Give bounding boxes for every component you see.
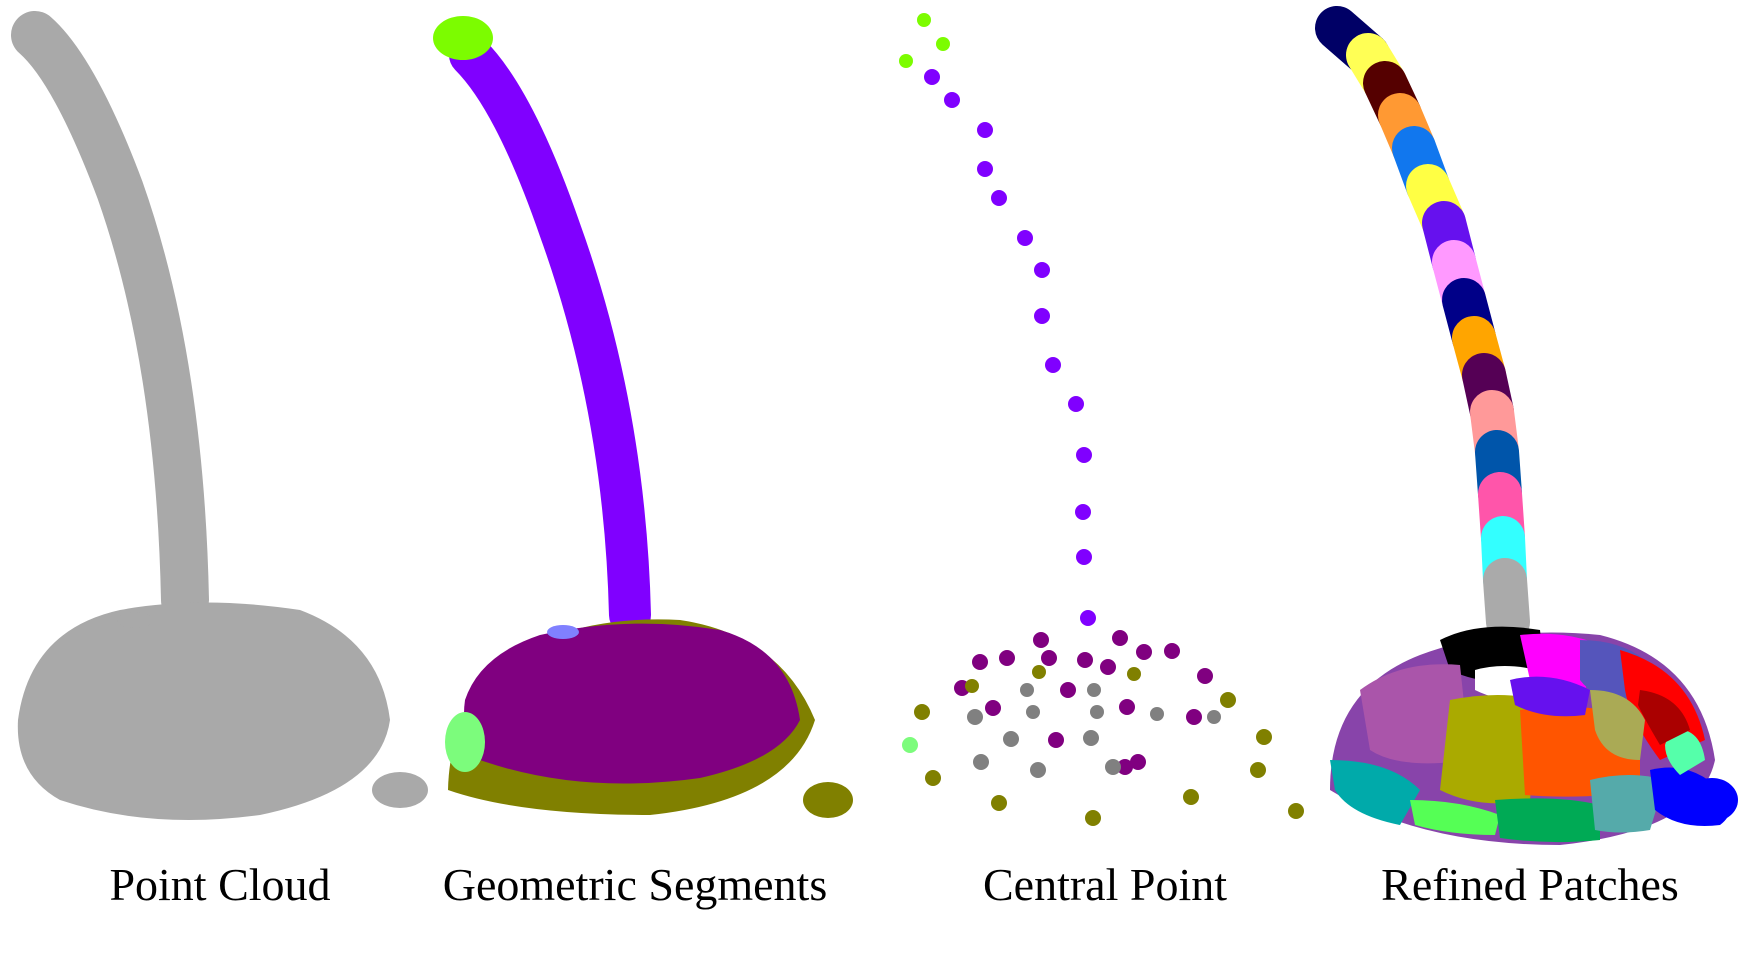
central-point-49 (1026, 705, 1040, 719)
central-point-32 (1186, 709, 1202, 725)
central-point-47 (1020, 683, 1034, 697)
segment-dome (464, 623, 800, 784)
central-point-55 (973, 754, 989, 770)
central-point-21 (1041, 650, 1057, 666)
central-point-58 (1207, 710, 1221, 724)
central-point-12 (1068, 396, 1084, 412)
central-point-46 (1288, 803, 1304, 819)
segment-knob (547, 625, 579, 639)
central-point-31 (1048, 732, 1064, 748)
central-point-14 (1075, 504, 1091, 520)
central-point-13 (1076, 447, 1092, 463)
central-point-44 (991, 795, 1007, 811)
label-point-cloud: Point Cloud (109, 859, 331, 910)
dome-patch-5 (1360, 664, 1470, 764)
central-point-52 (967, 709, 983, 725)
central-point-53 (1003, 731, 1019, 747)
central-point-29 (1119, 699, 1135, 715)
central-point-54 (1083, 730, 1099, 746)
knob-shape (117, 612, 153, 628)
central-point-35 (1032, 665, 1046, 679)
central-point-4 (944, 92, 960, 108)
stem-shape (11, 11, 209, 624)
segment-stem (449, 34, 651, 636)
central-point-38 (914, 704, 930, 720)
spout-shape (372, 772, 428, 808)
central-point-16 (1080, 610, 1096, 626)
dome-patch-8 (1510, 676, 1590, 717)
central-point-45 (1085, 810, 1101, 826)
central-point-36 (1127, 667, 1141, 681)
segment-tip (433, 16, 493, 60)
dome-patch-6 (1440, 695, 1540, 804)
central-point-11 (1045, 357, 1061, 373)
central-point-6 (977, 161, 993, 177)
central-point-22 (1077, 652, 1093, 668)
dome-patch-9 (1330, 760, 1420, 825)
central-point-30 (985, 700, 1001, 716)
central-point-8 (1017, 230, 1033, 246)
central-point-7 (991, 190, 1007, 206)
central-point-19 (972, 654, 988, 670)
refined-patches-panel (1315, 6, 1738, 845)
central-point-17 (1033, 632, 1049, 648)
dome-patch-16 (1590, 690, 1645, 760)
central-point-20 (999, 650, 1015, 666)
central-point-10 (1034, 308, 1050, 324)
central-point-2 (899, 54, 913, 68)
central-point-5 (977, 122, 993, 138)
spout-patch (1686, 778, 1738, 822)
dome-shape (17, 602, 390, 820)
central-point-40 (1256, 729, 1272, 745)
label-geometric-segments: Geometric Segments (442, 859, 828, 910)
central-point-33 (1117, 759, 1133, 775)
central-point-37 (965, 679, 979, 693)
dome-patch-14 (1665, 729, 1705, 775)
central-point-0 (917, 13, 931, 27)
central-point-56 (1030, 762, 1046, 778)
central-point-50 (1090, 705, 1104, 719)
central-point-1 (936, 37, 950, 51)
central-point-25 (1164, 643, 1180, 659)
central-point-3 (924, 69, 940, 85)
central-point-59 (902, 737, 918, 753)
central-point-42 (1250, 762, 1266, 778)
segment-side (445, 712, 485, 772)
geometric-segments-panel (433, 16, 853, 818)
central-point-48 (1087, 683, 1101, 697)
central-point-panel (899, 13, 1304, 826)
central-point-23 (1100, 659, 1116, 675)
label-refined-patches: Refined Patches (1381, 859, 1679, 910)
label-central-point: Central Point (982, 859, 1228, 910)
central-point-28 (1060, 682, 1076, 698)
dome-patch-12 (1590, 775, 1665, 833)
dome-patch-10 (1410, 800, 1500, 835)
central-point-15 (1076, 549, 1092, 565)
central-point-51 (1150, 707, 1164, 721)
central-point-24 (1136, 644, 1152, 660)
central-point-26 (1197, 668, 1213, 684)
central-point-18 (1112, 630, 1128, 646)
stem-patch-15 (1483, 558, 1530, 644)
point-cloud-panel (11, 11, 428, 820)
central-point-34 (1130, 754, 1146, 770)
dome-patch-11 (1495, 798, 1600, 843)
segment-spout (803, 782, 853, 818)
central-point-57 (1105, 759, 1121, 775)
central-point-9 (1034, 262, 1050, 278)
central-point-41 (925, 770, 941, 786)
central-point-43 (1183, 789, 1199, 805)
dome-patch-15 (1638, 690, 1690, 745)
central-point-39 (1220, 692, 1236, 708)
